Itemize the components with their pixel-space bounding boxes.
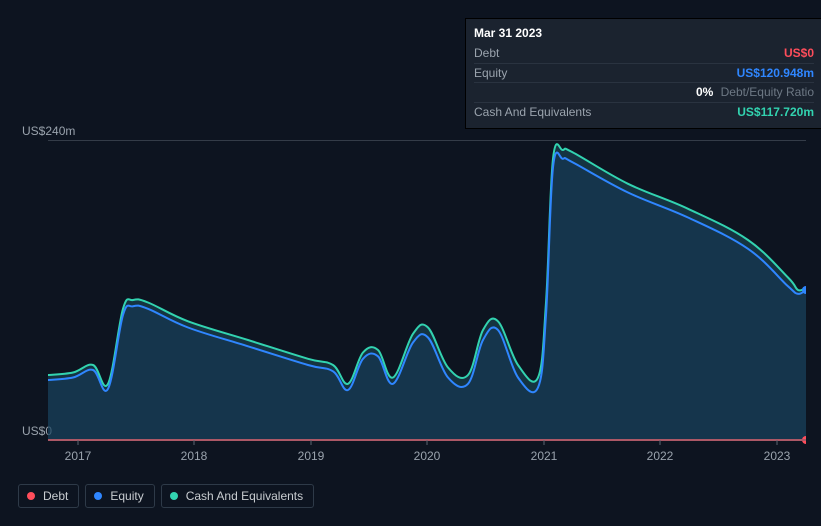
tooltip-row: 0% Debt/Equity Ratio <box>474 83 814 103</box>
tooltip-value: US$0 <box>784 45 814 62</box>
tooltip-key: Equity <box>474 65 507 82</box>
x-axis-label: 2023 <box>764 449 791 463</box>
tooltip-value: US$120.948m <box>737 65 814 82</box>
legend-dot-icon <box>94 492 102 500</box>
legend-label: Equity <box>110 489 143 503</box>
legend-item[interactable]: Equity <box>85 484 154 508</box>
tooltip-key: Debt <box>474 45 499 62</box>
tooltip-value: US$117.720m <box>737 104 814 121</box>
chart-tooltip: Mar 31 2023 Debt US$0 Equity US$120.948m 0% … <box>465 18 821 129</box>
x-axis-label: 2018 <box>181 449 208 463</box>
legend-dot-icon <box>170 492 178 500</box>
series-area <box>48 153 806 440</box>
x-axis-label: 2022 <box>647 449 674 463</box>
tooltip-date: Mar 31 2023 <box>474 25 814 42</box>
y-axis-label: US$240m <box>22 124 75 138</box>
area-chart[interactable] <box>48 140 806 446</box>
legend-label: Debt <box>43 489 68 503</box>
tooltip-row: Debt US$0 <box>474 44 814 64</box>
chart-legend: Debt Equity Cash And Equivalents <box>18 484 314 508</box>
legend-dot-icon <box>27 492 35 500</box>
legend-label: Cash And Equivalents <box>186 489 303 503</box>
x-axis-label: 2020 <box>414 449 441 463</box>
tooltip-row: Cash And Equivalents US$117.720m <box>474 103 814 122</box>
x-axis-label: 2019 <box>298 449 325 463</box>
tooltip-value: 0% Debt/Equity Ratio <box>696 84 814 101</box>
legend-item[interactable]: Cash And Equivalents <box>161 484 314 508</box>
x-axis-label: 2017 <box>65 449 92 463</box>
tooltip-key: Cash And Equivalents <box>474 104 591 121</box>
legend-item[interactable]: Debt <box>18 484 79 508</box>
tooltip-row: Equity US$120.948m <box>474 64 814 84</box>
x-axis-label: 2021 <box>531 449 558 463</box>
chart-root: Mar 31 2023 Debt US$0 Equity US$120.948m 0% … <box>0 0 821 526</box>
